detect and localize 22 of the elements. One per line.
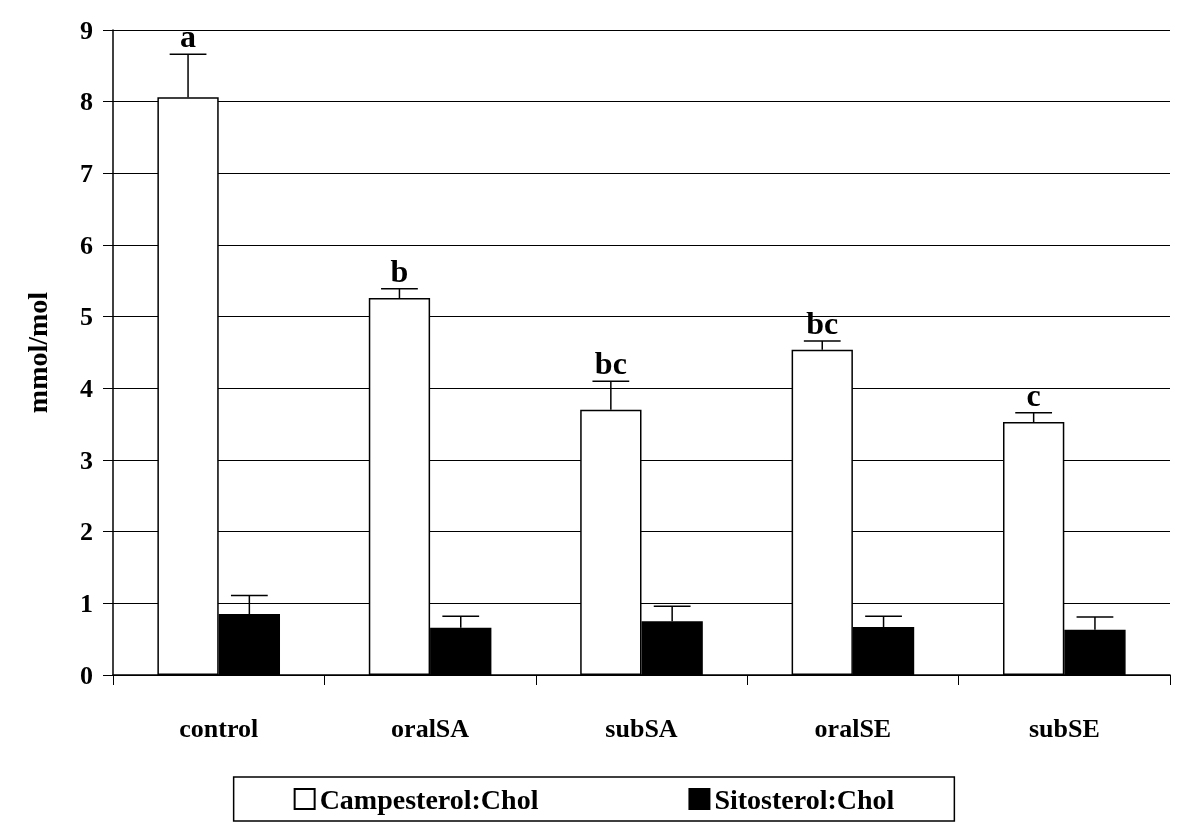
x-tick-label: subSE: [1028, 713, 1100, 743]
annotation: bc: [594, 345, 627, 382]
y-tick-label: 2: [80, 517, 93, 547]
legend-label: Sitosterol:Chol: [714, 783, 895, 815]
x-tick-label: control: [179, 713, 259, 743]
annotation: a: [180, 18, 197, 55]
y-tick-label: 1: [80, 588, 93, 618]
x-tick-label: subSA: [605, 713, 678, 743]
x-tick-label: oralSE: [814, 713, 892, 743]
annotation: b: [390, 252, 409, 289]
y-tick-label: 9: [80, 15, 93, 45]
y-tick-label: 6: [80, 230, 93, 260]
y-axis-title: mmol/mol: [21, 291, 53, 414]
legend-label: Campesterol:Chol: [319, 783, 539, 815]
y-tick-label: 7: [80, 158, 93, 188]
y-tick-label: 4: [80, 373, 93, 403]
y-tick-label: 8: [80, 87, 93, 117]
y-tick-label: 0: [80, 660, 93, 690]
y-tick-label: 3: [80, 445, 93, 475]
y-tick-label: 5: [80, 302, 93, 332]
annotation: c: [1026, 376, 1041, 413]
x-tick-label: oralSA: [391, 713, 470, 743]
